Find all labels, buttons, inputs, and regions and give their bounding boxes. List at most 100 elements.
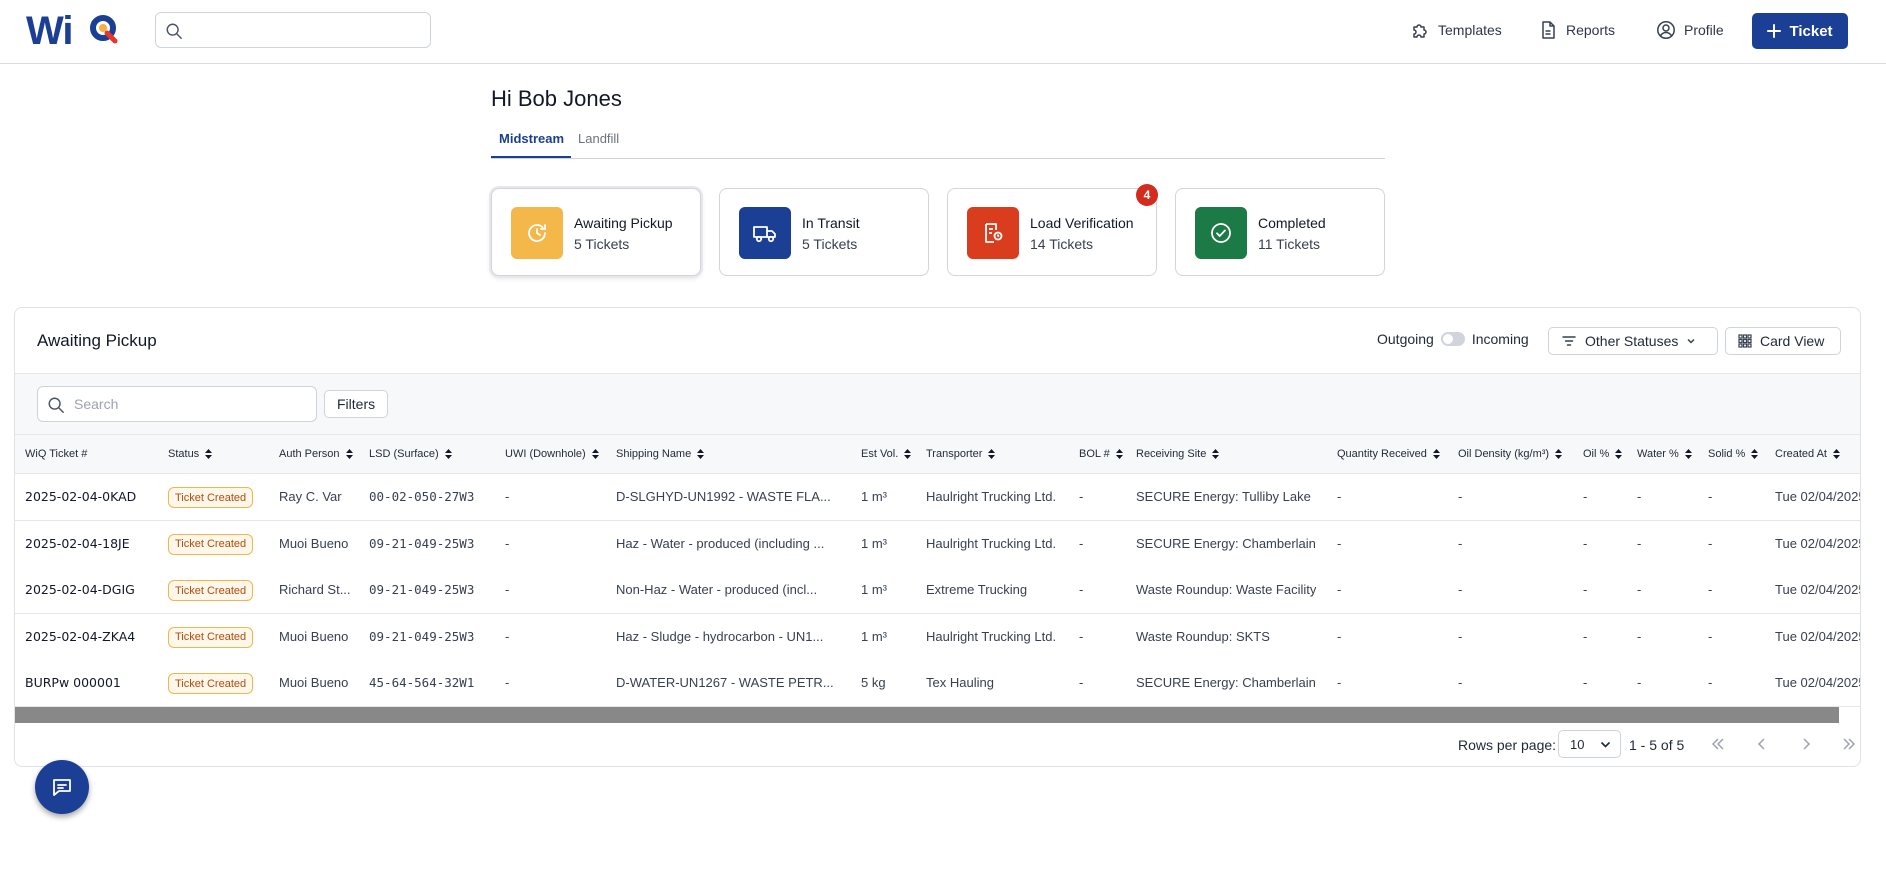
cell-oil: - <box>1583 582 1588 598</box>
card-count: 14 Tickets <box>1030 236 1094 252</box>
cell-solid: - <box>1708 582 1713 598</box>
filters-button[interactable]: Filters <box>324 390 389 418</box>
cell-wiq-ticket: 2025-02-04-ZKA4 <box>25 628 136 644</box>
sort-icon <box>1832 449 1840 459</box>
notification-badge: 4 <box>1136 184 1158 206</box>
direction-toggle[interactable] <box>1440 332 1465 346</box>
card-awaiting-pickup[interactable]: Awaiting Pickup 5 Tickets <box>491 188 701 276</box>
plus-icon <box>1767 24 1782 38</box>
table-search[interactable] <box>37 386 317 422</box>
cell-shipping-name: Haz - Water - produced (including ... <box>616 535 825 551</box>
cell-uwi-downhole: - <box>505 535 510 551</box>
card-completed[interactable]: Completed 11 Tickets <box>1175 188 1385 276</box>
sort-icon <box>1684 449 1692 459</box>
cell-receiving-site: SECURE Energy: Tulliby Lake <box>1136 489 1311 504</box>
cell-transporter: Extreme Trucking <box>926 582 1028 598</box>
nav-profile[interactable]: Profile <box>1656 18 1724 42</box>
cell-lsd-surface: 09-21-049-25W3 <box>369 628 475 644</box>
column-header-lsd-surface[interactable]: LSD (Surface) <box>369 448 452 460</box>
column-header-water[interactable]: Water % <box>1637 448 1692 460</box>
table-row[interactable]: 2025-02-04-DGIG Ticket Created Richard St.… <box>15 567 1861 615</box>
card-in-transit[interactable]: In Transit 5 Tickets <box>719 188 929 276</box>
cell-oil: - <box>1583 489 1588 504</box>
nav-reports-label: Reports <box>1566 22 1616 38</box>
cell-solid: - <box>1708 489 1713 504</box>
cell-est-vol: 1 m³ <box>861 489 887 504</box>
chevron-down-icon <box>1600 741 1611 748</box>
rows-per-page-select[interactable]: 10 <box>1558 730 1621 758</box>
clock-icon <box>528 224 546 242</box>
column-header-label: Quantity Received <box>1337 448 1427 460</box>
cell-water: - <box>1637 582 1642 598</box>
card-view-button[interactable]: Card View <box>1725 327 1841 355</box>
column-header-receiving-site[interactable]: Receiving Site <box>1136 448 1220 460</box>
column-header-transporter[interactable]: Transporter <box>926 448 996 460</box>
next-page-icon[interactable] <box>1797 735 1815 753</box>
global-search[interactable] <box>155 12 431 48</box>
cell-oil-density-kg-m: - <box>1458 675 1463 691</box>
column-header-shipping-name[interactable]: Shipping Name <box>616 448 705 460</box>
column-header-oil[interactable]: Oil % <box>1583 448 1623 460</box>
rows-per-page-value: 10 <box>1570 736 1585 752</box>
status-badge: Ticket Created <box>168 580 254 602</box>
sort-icon <box>1751 449 1759 459</box>
table-search-input[interactable] <box>74 394 309 414</box>
cell-oil-density-kg-m: - <box>1458 628 1463 644</box>
column-header-label: BOL # <box>1079 448 1110 460</box>
card-load-verification[interactable]: Load Verification 14 Tickets 4 <box>947 184 1158 276</box>
column-header-bol[interactable]: BOL # <box>1079 448 1123 460</box>
cell-quantity-received: - <box>1337 582 1342 598</box>
active-tab-indicator <box>491 156 571 158</box>
card-count: 11 Tickets <box>1258 236 1320 252</box>
previous-page-icon[interactable] <box>1753 735 1771 753</box>
tab-landfill[interactable]: Landfill <box>578 131 620 146</box>
column-header-label: Status <box>168 448 200 460</box>
table-row[interactable]: 2025-02-04-0KAD Ticket Created Ray C. Var 0… <box>15 474 1860 521</box>
grid-icon <box>1738 334 1752 348</box>
sort-icon <box>904 449 912 459</box>
global-search-input[interactable] <box>190 19 420 41</box>
column-header-quantity-received[interactable]: Quantity Received <box>1337 448 1440 460</box>
cell-est-vol: 1 m³ <box>861 535 887 551</box>
wiq-logo[interactable]: Wi <box>26 9 122 53</box>
cell-oil: - <box>1583 535 1588 551</box>
column-header-label: Oil Density (kg/m³) <box>1458 448 1550 460</box>
direction-toggle-group: Outgoing Incoming <box>1377 331 1529 347</box>
column-header-label: Water % <box>1637 448 1679 460</box>
table-row[interactable]: 2025-02-04-18JE Ticket Created Muoi Bueno 0… <box>15 520 1860 568</box>
cell-uwi-downhole: - <box>505 489 510 504</box>
cell-transporter: Haulright Trucking Ltd. <box>926 628 1057 644</box>
cell-auth-person: Muoi Bueno <box>279 675 349 691</box>
status-badge: Ticket Created <box>168 533 254 555</box>
nav-reports[interactable]: Reports <box>1538 18 1615 42</box>
cell-oil-density-kg-m: - <box>1458 489 1463 504</box>
first-page-icon[interactable] <box>1709 735 1727 753</box>
column-header-label: WiQ Ticket # <box>25 448 88 460</box>
sort-icon <box>1555 449 1563 459</box>
cell-lsd-surface: 09-21-049-25W3 <box>369 582 475 598</box>
nav-templates[interactable]: Templates <box>1410 18 1502 42</box>
last-page-icon[interactable] <box>1840 735 1858 753</box>
card-icon-bg <box>967 207 1019 259</box>
nav-templates-label: Templates <box>1438 22 1502 38</box>
tab-midstream[interactable]: Midstream <box>499 131 565 146</box>
cell-bol: - <box>1079 675 1084 691</box>
column-header-oil-density-kg-m[interactable]: Oil Density (kg/m³) <box>1458 448 1563 460</box>
cell-created-at: Tue 02/04/2025 <box>1775 582 1861 598</box>
column-header-created-at[interactable]: Created At <box>1775 448 1840 460</box>
cell-oil-density-kg-m: - <box>1458 535 1463 551</box>
column-header-uwi-downhole[interactable]: UWI (Downhole) <box>505 448 599 460</box>
table-row[interactable]: BURPw 000001 Ticket Created Muoi Bueno 45-6… <box>15 660 1860 708</box>
chat-button[interactable] <box>35 760 89 814</box>
column-header-est-vol[interactable]: Est Vol. <box>861 448 912 460</box>
toggle-incoming-label: Incoming <box>1471 331 1529 347</box>
column-header-solid[interactable]: Solid % <box>1708 448 1759 460</box>
other-statuses-dropdown[interactable]: Other Statuses <box>1548 327 1718 355</box>
cell-auth-person: Ray C. Var <box>279 489 342 504</box>
table-row[interactable]: 2025-02-04-ZKA4 Ticket Created Muoi Bueno 0… <box>15 613 1860 661</box>
new-ticket-button[interactable]: Ticket <box>1752 13 1848 49</box>
column-header-status[interactable]: Status <box>168 448 213 460</box>
toggle-outgoing-label: Outgoing <box>1377 331 1434 347</box>
column-header-auth-person[interactable]: Auth Person <box>279 448 353 460</box>
horizontal-scrollbar[interactable] <box>15 707 1839 723</box>
